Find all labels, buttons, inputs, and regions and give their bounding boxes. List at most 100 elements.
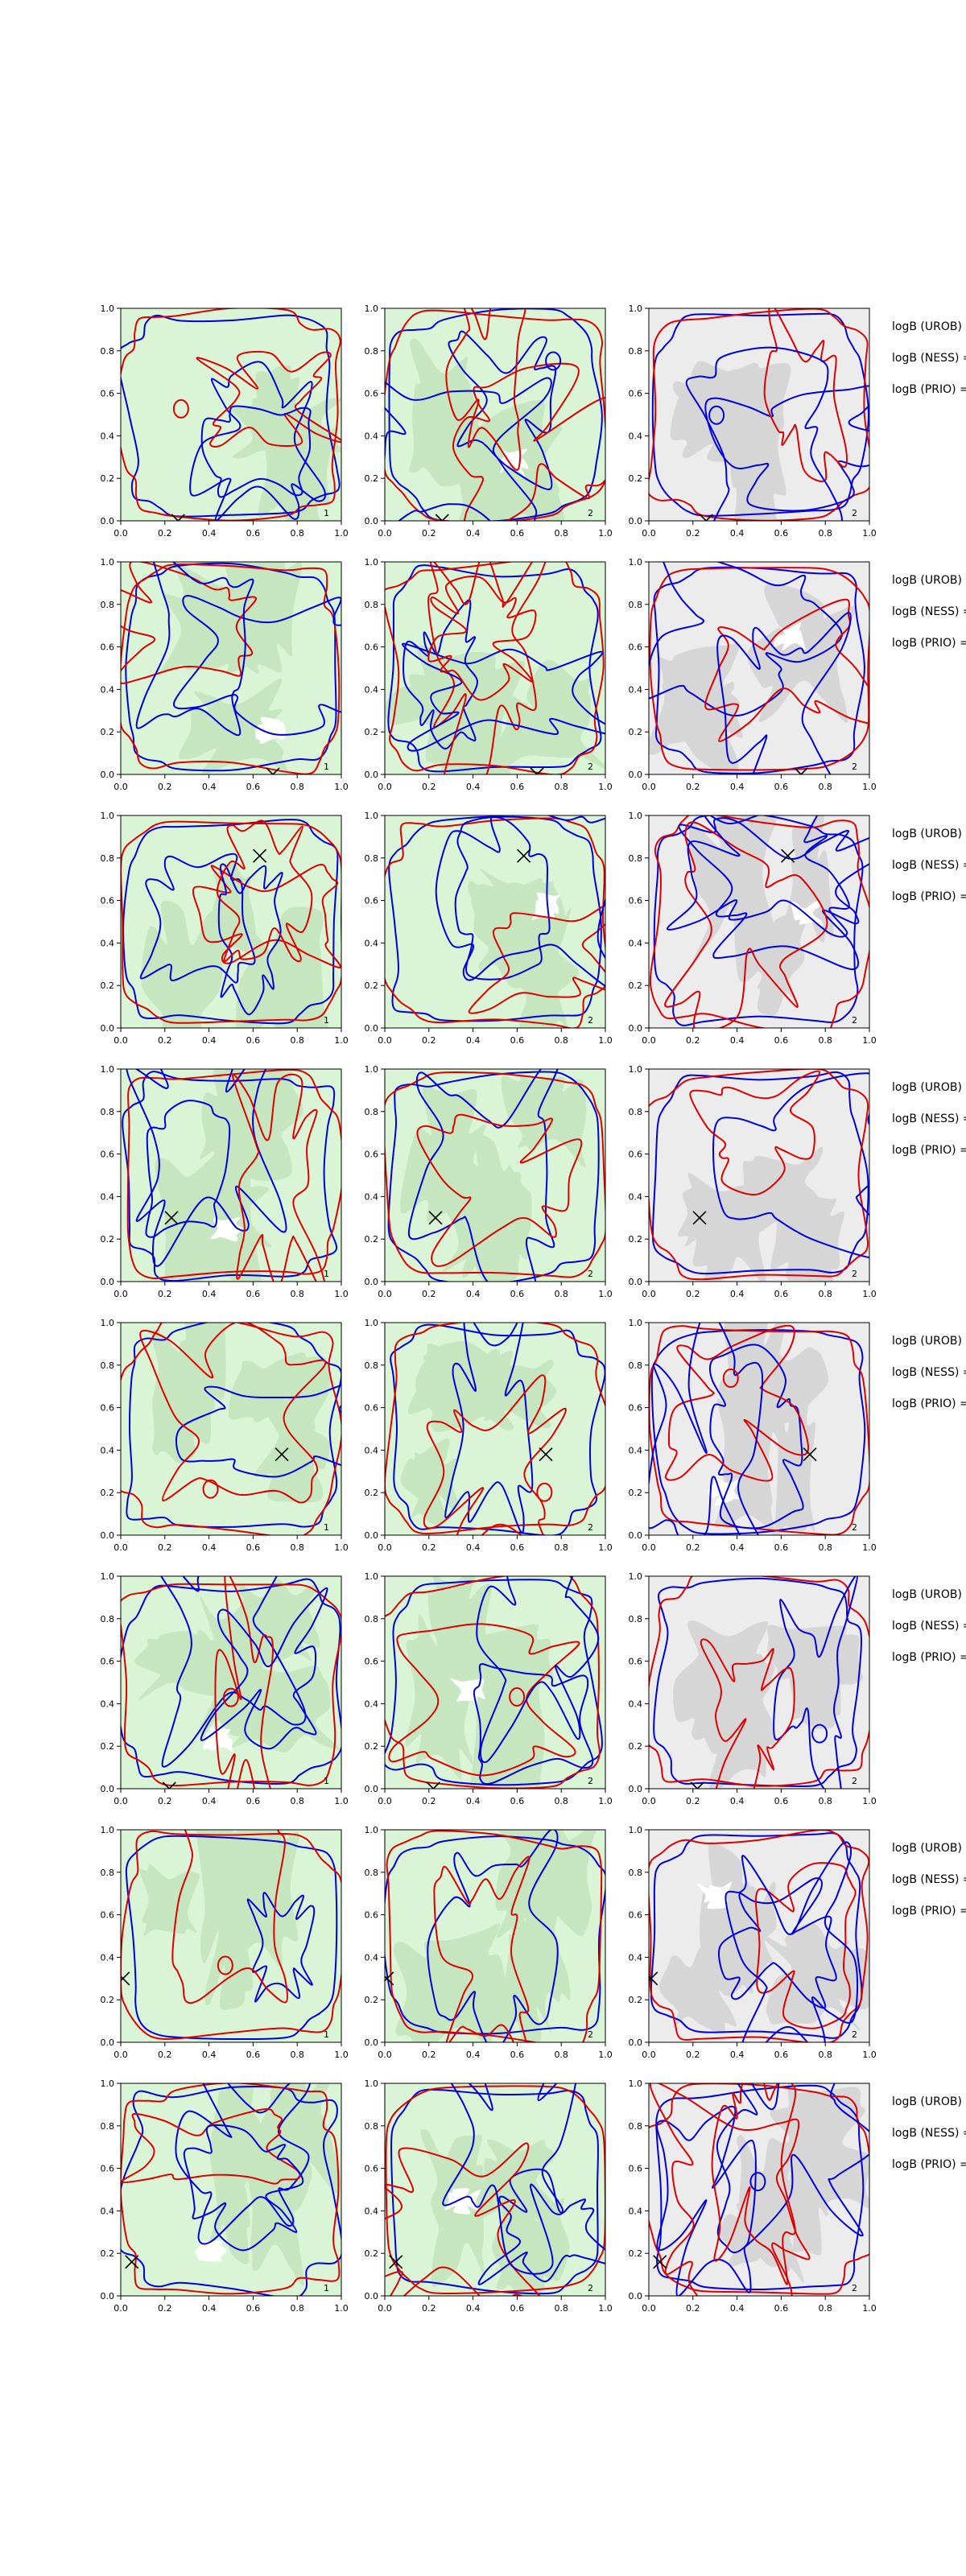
- panel-number: 2: [852, 2283, 857, 2293]
- panel-number: 2: [588, 1522, 593, 1533]
- panel-r3-c1: 1 0.00.0 0.2 0.2 0.4 0.4 0.6 0.6 0.8 0.8 1.0 1.0: [101, 811, 349, 1046]
- y-tick-label: 0.4: [629, 1952, 643, 1963]
- x-tick-label: 1.0: [598, 1542, 613, 1553]
- contour-a: [385, 377, 552, 521]
- row-5: 10.00.00.20.20.40.40.60.60.80.81.01.020.…: [101, 1318, 966, 1553]
- x-tick-label: 0.6: [774, 1796, 789, 1806]
- x-tick-label: 0.6: [510, 528, 525, 539]
- y-tick-label: 0.0: [365, 1023, 379, 1034]
- x-tick-label: 0.4: [466, 1542, 481, 1553]
- y-tick-label: 0.2: [629, 1234, 643, 1245]
- x-tick-label: 1.0: [862, 528, 877, 539]
- y-tick-label: 1.0: [629, 1064, 643, 1075]
- panel-r8-c1: 1 0.0 0.0 0.2 0.2 0.4 0.4 0.6 0.6 0.8 0.8 1.0 1.0: [101, 2079, 349, 2314]
- x-tick-label: 0.8: [818, 528, 832, 539]
- y-tick-label: 0.2: [365, 1995, 379, 2005]
- y-tick-label: 0.8: [365, 1614, 379, 1624]
- contour-b: [664, 821, 828, 1028]
- x-tick-label: 0.0: [114, 1035, 128, 1046]
- y-tick-label: 0.6: [101, 1657, 115, 1667]
- contour-b: [423, 1374, 567, 1535]
- y-tick-label: 0.0: [629, 2291, 643, 2301]
- x-tick-label: 0.0: [114, 1289, 128, 1299]
- x-tick-label: 0.2: [686, 782, 700, 792]
- contour-b-outer: [121, 563, 341, 774]
- contour-b-outer: [649, 1830, 869, 2042]
- y-tick-label: 0.6: [365, 2164, 379, 2174]
- y-tick-label: 0.4: [101, 1445, 115, 1455]
- axes-frame: [384, 1068, 606, 1282]
- y-tick-label: 0.8: [629, 1107, 643, 1117]
- contour-a-outer: [652, 1071, 869, 1275]
- contour-b-outer: [121, 820, 341, 1024]
- y-tick-label: 0.6: [629, 642, 643, 653]
- contour-a: [135, 562, 254, 737]
- filled-region: [258, 416, 336, 521]
- filled-region: [434, 1171, 532, 1282]
- x-tick-label: 0.4: [730, 782, 745, 792]
- contour-a-outer: [390, 2088, 600, 2295]
- side-label-2: logB (NESS) =: [892, 352, 966, 365]
- y-tick-label: 0.8: [365, 600, 379, 610]
- y-tick-label: 0.0: [629, 1784, 643, 1794]
- contour-a: [649, 562, 843, 717]
- x-tick-label: 0.0: [642, 1796, 656, 1806]
- y-tick-label: 0.0: [101, 516, 115, 526]
- x-tick-label: 0.8: [818, 1796, 832, 1806]
- contour-a: [716, 2083, 869, 2254]
- panel-r1-c3: 2 0.0 0.0 0.2 0.2 0.4 0.4 0.6 0.6 0.8 0.8 1.0 1.0: [629, 303, 877, 539]
- filled-region: [747, 584, 857, 723]
- panel-number: 1: [324, 2283, 329, 2293]
- side-label-3: logB (PRIO) =: [892, 890, 966, 903]
- contour-b-outer: [386, 1830, 603, 2042]
- panel-number: 1: [324, 2029, 329, 2040]
- x-tick-label: 1.0: [598, 1796, 613, 1806]
- y-tick-label: 0.4: [629, 1191, 643, 1202]
- panel-r2-c3: 2 0.0 0.0 0.2 0.2 0.4 0.4 0.6 0.6 0.8 0.8 1.0 1.0: [629, 557, 877, 792]
- marker-x: [692, 1211, 707, 1225]
- contour-b-outer: [385, 562, 605, 774]
- contour-a: [678, 817, 869, 971]
- x-tick-label: 0.0: [378, 782, 392, 792]
- side-label-2: logB (NESS) =: [892, 1620, 966, 1633]
- x-tick-label: 0.0: [642, 2050, 656, 2060]
- x-tick-label: 0.6: [774, 1035, 789, 1046]
- y-tick-label: 0.4: [629, 2206, 643, 2216]
- panel-number: 2: [588, 1776, 593, 1786]
- contour-a-outer: [385, 1835, 605, 2035]
- y-tick-label: 1.0: [101, 1318, 115, 1328]
- x-tick-label: 0.4: [466, 2050, 481, 2060]
- y-tick-label: 0.2: [101, 727, 115, 737]
- contour-b-outer: [126, 1069, 341, 1280]
- empty-region: [210, 1216, 243, 1242]
- contour-b: [416, 1113, 583, 1267]
- x-tick-label: 0.0: [114, 1542, 128, 1553]
- x-tick-label: 0.2: [686, 2050, 700, 2060]
- y-tick-label: 0.4: [365, 1699, 379, 1709]
- y-tick-label: 0.4: [365, 1445, 379, 1455]
- contour-a-outer: [653, 1577, 862, 1788]
- filled-region: [649, 642, 741, 774]
- y-tick-label: 0.2: [365, 473, 379, 484]
- y-tick-label: 0.0: [365, 1784, 379, 1794]
- y-tick-label: 0.2: [365, 980, 379, 991]
- panel-r2-c2: 2 0.0 0.0 0.2 0.2 0.4 0.4 0.6 0.6 0.8 0.8 1.0 1.0: [365, 557, 613, 792]
- panel-number: 2: [852, 1269, 857, 1279]
- axes-frame: [120, 1068, 342, 1282]
- x-tick-label: 0.4: [730, 1289, 745, 1299]
- y-tick-label: 0.8: [629, 1360, 643, 1371]
- y-tick-label: 0.0: [365, 1277, 379, 1287]
- x-tick-label: 0.6: [774, 782, 789, 792]
- x-tick-label: 0.4: [202, 782, 217, 792]
- y-tick-label: 0.2: [101, 1488, 115, 1498]
- x-tick-label: 0.8: [290, 1796, 304, 1806]
- marker-x: [389, 2255, 403, 2269]
- y-tick-label: 0.0: [629, 2037, 643, 2048]
- x-tick-label: 0.8: [818, 1035, 832, 1046]
- x-tick-label: 0.8: [818, 2050, 832, 2060]
- y-tick-label: 0.2: [629, 1995, 643, 2005]
- panel-number: 1: [324, 1522, 329, 1533]
- marker-x: [162, 1781, 176, 1789]
- y-tick-label: 1.0: [629, 1825, 643, 1835]
- contour-a: [145, 1100, 231, 1238]
